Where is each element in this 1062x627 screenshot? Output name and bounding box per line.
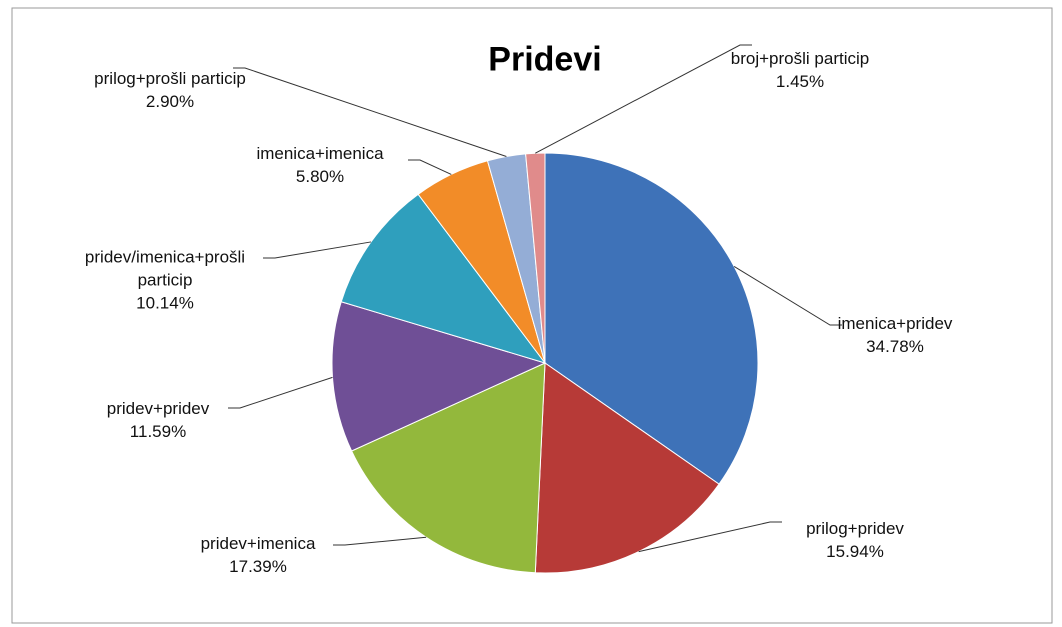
value-label: 17.39%	[229, 557, 287, 576]
pie-slice	[525, 152, 546, 364]
data-label: prilog+pridev 15.94%	[780, 517, 930, 563]
value-label: 15.94%	[826, 542, 884, 561]
category-label: pridev+imenica	[200, 534, 316, 553]
leader-line	[535, 44, 752, 154]
frame	[11, 7, 1053, 624]
leader-line	[233, 67, 507, 157]
value-label: 1.45%	[775, 72, 825, 91]
leader-line	[733, 265, 842, 326]
category-label: pridev/imenica+prošli particip	[84, 247, 246, 290]
leader-line	[263, 241, 372, 259]
pie-slice	[331, 301, 547, 452]
value-label: 2.90%	[145, 92, 195, 111]
category-label: imenica+imenica	[256, 144, 384, 163]
data-label: imenica+imenica 5.80%	[235, 142, 405, 188]
data-label: pridev+imenica 17.39%	[173, 532, 343, 578]
leader-line	[408, 159, 452, 175]
category-label: prilog+prošli particip	[94, 69, 246, 88]
category-label: broj+prošli particip	[730, 49, 870, 68]
category-label: prilog+pridev	[806, 519, 904, 538]
data-label: pridev+pridev 11.59%	[73, 397, 243, 443]
pie-slice	[350, 362, 546, 574]
data-label: pridev/imenica+prošli particip 10.14%	[80, 246, 250, 315]
leader-line	[228, 376, 333, 409]
category-label: pridev+pridev	[106, 399, 210, 418]
leader-line	[333, 536, 427, 546]
value-label: 5.80%	[295, 167, 345, 186]
data-label: imenica+pridev 34.78%	[820, 312, 970, 358]
chart-title: Pridevi	[488, 40, 602, 79]
value-label: 11.59%	[129, 422, 187, 441]
data-label: broj+prošli particip 1.45%	[725, 47, 875, 93]
data-label: prilog+prošli particip 2.90%	[85, 67, 255, 113]
value-label: 10.14%	[136, 293, 194, 313]
category-label: imenica+pridev	[837, 314, 953, 333]
pie-slice	[544, 152, 759, 485]
leader-line	[638, 521, 782, 553]
value-label: 34.78%	[866, 337, 924, 356]
